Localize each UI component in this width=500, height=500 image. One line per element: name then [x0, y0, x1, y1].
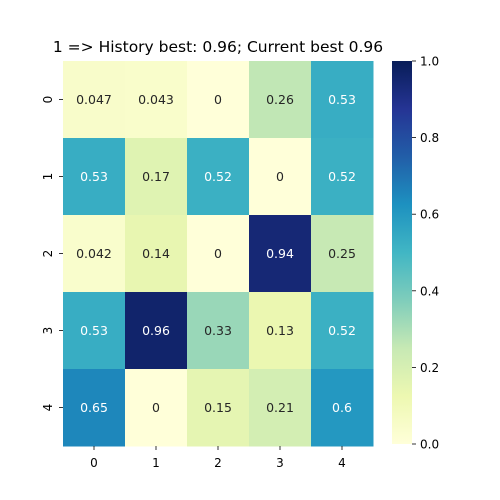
x-tick-label: 2 [214, 456, 222, 470]
heatmap-cell [125, 369, 188, 447]
x-axis-ticks: 0 1 2 3 4 [90, 446, 346, 470]
colorbar: 0.0 0.2 0.4 0.6 0.8 1.0 [392, 55, 439, 452]
x-tick-label: 0 [90, 456, 98, 470]
x-tick-label: 3 [276, 456, 284, 470]
heatmap-cell [249, 61, 312, 139]
heatmap-cell [187, 292, 250, 370]
colorbar-tick-label: 0.4 [420, 284, 439, 298]
cell-value-label: 0.52 [328, 169, 356, 184]
cell-value-label: 0.21 [266, 400, 294, 415]
cell-value-label: 0.65 [80, 400, 108, 415]
y-tick-label: 3 [41, 327, 55, 335]
heatmap-cell [311, 292, 374, 370]
y-tick-label: 1 [41, 173, 55, 181]
colorbar-tick-label: 0.8 [420, 131, 439, 145]
cell-value-label: 0 [152, 400, 160, 415]
heatmap-cell [63, 292, 126, 370]
colorbar-scale [392, 61, 412, 444]
heatmap-cell [311, 61, 374, 139]
heatmap-cell [249, 292, 312, 370]
cell-value-label: 0.13 [266, 323, 294, 338]
heatmap-cell [187, 61, 250, 139]
cell-value-label: 0.14 [142, 246, 170, 261]
y-tick-label: 0 [41, 96, 55, 104]
heatmap-cell [125, 61, 188, 139]
heatmap-cell [187, 369, 250, 447]
heatmap-cell [249, 215, 312, 293]
cell-value-label: 0.26 [266, 92, 294, 107]
x-tick-label: 1 [152, 456, 160, 470]
cell-value-label: 0.53 [80, 323, 108, 338]
colorbar-tick-label: 1.0 [420, 55, 439, 69]
cell-value-label: 0.15 [204, 400, 232, 415]
y-tick-label: 2 [41, 250, 55, 258]
cell-value-label: 0.94 [266, 246, 294, 261]
heatmap-cell [311, 138, 374, 216]
heatmap-cell [125, 292, 188, 370]
heatmap-cell [187, 138, 250, 216]
cell-value-label: 0.52 [328, 323, 356, 338]
cell-value-label: 0.52 [204, 169, 232, 184]
heatmap-cell [63, 138, 126, 216]
heatmap-cell [63, 215, 126, 293]
cell-value-label: 0.047 [76, 92, 112, 107]
y-axis-ticks: 0 1 2 3 4 [41, 96, 63, 412]
heatmap-cell [63, 61, 126, 139]
colorbar-tick-label: 0.6 [420, 208, 439, 222]
y-tick-label: 4 [41, 404, 55, 412]
cell-value-label: 0.6 [332, 400, 352, 415]
cell-value-label: 0 [214, 246, 222, 261]
cell-value-label: 0.17 [142, 169, 170, 184]
cell-value-label: 0.25 [328, 246, 356, 261]
cell-value-label: 0.53 [328, 92, 356, 107]
cell-value-label: 0.53 [80, 169, 108, 184]
x-tick-label: 4 [338, 456, 346, 470]
cell-value-label: 0 [276, 169, 284, 184]
cell-value-label: 0.33 [204, 323, 232, 338]
cell-value-label: 0 [214, 92, 222, 107]
heatmap-cells: 0.047 0.043 0 0.26 0.53 0.53 0.17 0.52 0 0.52 0.04… [63, 61, 374, 447]
heatmap-cell [311, 215, 374, 293]
cell-value-label: 0.042 [76, 246, 112, 261]
heatmap-cell [125, 138, 188, 216]
chart-title: 1 => History best: 0.96; Current best 0.… [53, 38, 383, 56]
heatmap-cell [311, 369, 374, 447]
colorbar-tick-label: 0.2 [420, 361, 439, 375]
colorbar-tick-label: 0.0 [420, 438, 439, 452]
heatmap-cell [63, 369, 126, 447]
heatmap-cell [187, 215, 250, 293]
heatmap-cell [125, 215, 188, 293]
cell-value-label: 0.96 [142, 323, 170, 338]
heatmap-cell [249, 369, 312, 447]
cell-value-label: 0.043 [138, 92, 174, 107]
heatmap-cell [249, 138, 312, 216]
